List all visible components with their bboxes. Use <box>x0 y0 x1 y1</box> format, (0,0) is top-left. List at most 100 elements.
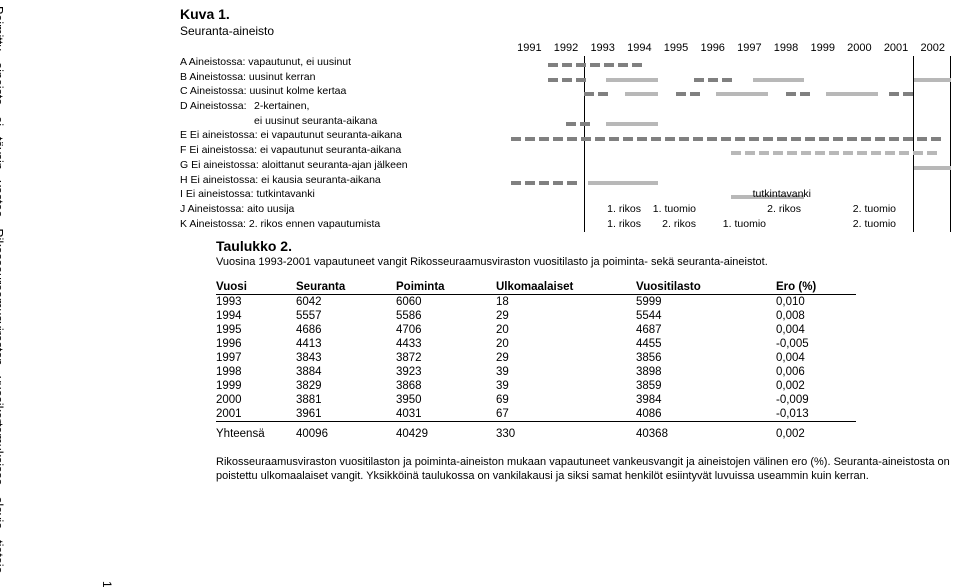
year-label: 1993 <box>584 42 621 54</box>
bar-segment <box>625 86 658 98</box>
row-a: A Aineistossa: vapautunut, ei uusinut <box>180 56 951 71</box>
table-header-row: Vuosi Seuranta Poiminta Ulkomaalaiset Vu… <box>216 280 856 295</box>
row-label: E Ei aineistossa: ei vapautunut seuranta… <box>180 129 402 141</box>
cell: 40096 <box>296 421 396 450</box>
cell: 6060 <box>396 294 496 309</box>
col-poiminta: Poiminta <box>396 280 496 295</box>
cell: 39 <box>496 365 636 379</box>
cell: 4686 <box>296 323 396 337</box>
table-row: 199644134433204455-0,005 <box>216 337 856 351</box>
annot-2tuomio: 2. tuomio <box>853 203 896 215</box>
row-k: K Aineistossa: 2. rikos ennen vapautumis… <box>180 218 951 233</box>
cell: 69 <box>496 393 636 407</box>
cell: 3898 <box>636 365 776 379</box>
bar-segment <box>511 130 951 142</box>
table-total-row: Yhteensä 40096 40429 330 40368 0,002 <box>216 421 856 450</box>
cell: 5544 <box>636 309 776 323</box>
page-number: 12 <box>100 581 114 587</box>
bar-segment <box>584 86 621 98</box>
taulukko2-heading: Taulukko 2. <box>216 238 951 254</box>
table-row: 1995468647062046870,004 <box>216 323 856 337</box>
annot-tutkintavanki: tutkintavanki <box>753 188 811 200</box>
row-b: B Aineistossa: uusinut kerran <box>180 71 951 86</box>
row-label: ei uusinut seuranta-aikana <box>254 115 377 127</box>
row-c: C Aineistossa: uusinut kolme kertaa <box>180 85 951 100</box>
cell: 3856 <box>636 351 776 365</box>
year-label: 1994 <box>621 42 658 54</box>
cell: 0,008 <box>776 309 856 323</box>
side-text: Poimittu aineisto ei täysin vastaa Rikos… <box>0 6 6 577</box>
cell: -0,005 <box>776 337 856 351</box>
bar-segment <box>914 72 951 84</box>
cell: 1999 <box>216 379 296 393</box>
cell: 3984 <box>636 393 776 407</box>
bar-segment <box>716 86 767 98</box>
row-label: C Aineistossa: uusinut kolme kertaa <box>180 85 346 97</box>
bar-segment <box>889 86 915 98</box>
year-label: 2001 <box>878 42 915 54</box>
cell: 1993 <box>216 294 296 309</box>
cell: -0,013 <box>776 407 856 422</box>
row-i: I Ei aineistossa: tutkintavanki tutkinta… <box>180 188 951 203</box>
row-d1: D Aineistossa: 2-kertainen, <box>180 100 951 115</box>
table-row: 1999382938683938590,002 <box>216 379 856 393</box>
cell: 0,002 <box>776 421 856 450</box>
side-paragraph: Poimittu aineisto ei täysin vastaa Rikos… <box>0 6 6 577</box>
cell: 3872 <box>396 351 496 365</box>
kuva1-heading: Kuva 1. <box>180 6 951 22</box>
cell: 1998 <box>216 365 296 379</box>
cell: 18 <box>496 294 636 309</box>
cell: 0,004 <box>776 351 856 365</box>
row-g: G Ei aineistossa: aloittanut seuranta-aj… <box>180 159 951 174</box>
years-header: 1991 1992 1993 1994 1995 1996 1997 1998 … <box>511 42 951 54</box>
bar-segment <box>566 116 603 128</box>
bar-segment <box>676 86 713 98</box>
year-label: 2002 <box>914 42 951 54</box>
cell: 330 <box>496 421 636 450</box>
bar-segment <box>588 175 658 187</box>
bar-segment <box>731 145 951 157</box>
cell: -0,009 <box>776 393 856 407</box>
annot-1tuomio: 1. tuomio <box>653 203 696 215</box>
cell: 0,010 <box>776 294 856 309</box>
cell: 3923 <box>396 365 496 379</box>
row-label: K Aineistossa: 2. rikos ennen vapautumis… <box>180 218 380 230</box>
cell: 2001 <box>216 407 296 422</box>
cell: 5999 <box>636 294 776 309</box>
cell: 3859 <box>636 379 776 393</box>
annot-1rikos: 1. rikos <box>607 218 641 230</box>
main-content: Kuva 1. Seuranta-aineisto 1991 1992 1993… <box>180 6 951 483</box>
cell: 29 <box>496 309 636 323</box>
row-label: A Aineistossa: vapautunut, ei uusinut <box>180 56 351 68</box>
annot-1tuomio: 1. tuomio <box>723 218 766 230</box>
timeline-chart: 1991 1992 1993 1994 1995 1996 1997 1998 … <box>180 42 951 232</box>
col-vuositilasto: Vuositilasto <box>636 280 776 295</box>
row-label: I Ei aineistossa: tutkintavanki <box>180 188 315 200</box>
row-d2: ei uusinut seuranta-aikana <box>180 115 951 130</box>
cell: 4413 <box>296 337 396 351</box>
year-label: 1999 <box>804 42 841 54</box>
cell: 40368 <box>636 421 776 450</box>
cell: 40429 <box>396 421 496 450</box>
row-h: H Ei aineistossa: ei kausia seuranta-aik… <box>180 174 951 189</box>
cell: 39 <box>496 379 636 393</box>
cell: 3868 <box>396 379 496 393</box>
cell: 3950 <box>396 393 496 407</box>
cell: 3884 <box>296 365 396 379</box>
cell: 0,004 <box>776 323 856 337</box>
cell: 5586 <box>396 309 496 323</box>
table-row: 1998388439233938980,006 <box>216 365 856 379</box>
timeline-rows: A Aineistossa: vapautunut, ei uusinut B … <box>180 56 951 232</box>
taulukko2-footnote: Rikosseuraamusviraston vuositilaston ja … <box>216 456 951 484</box>
row-label: F Ei aineistossa: ei vapautunut seuranta… <box>180 144 401 156</box>
cell: 4433 <box>396 337 496 351</box>
taulukko2-note: Vuosina 1993-2001 vapautuneet vangit Rik… <box>216 256 951 270</box>
year-label: 2000 <box>841 42 878 54</box>
cell: Yhteensä <box>216 421 296 450</box>
year-label: 1996 <box>694 42 731 54</box>
annot-1rikos: 1. rikos <box>607 203 641 215</box>
cell: 0,006 <box>776 365 856 379</box>
cell: 4687 <box>636 323 776 337</box>
row-e: E Ei aineistossa: ei vapautunut seuranta… <box>180 129 951 144</box>
table-row: 1997384338722938560,004 <box>216 351 856 365</box>
